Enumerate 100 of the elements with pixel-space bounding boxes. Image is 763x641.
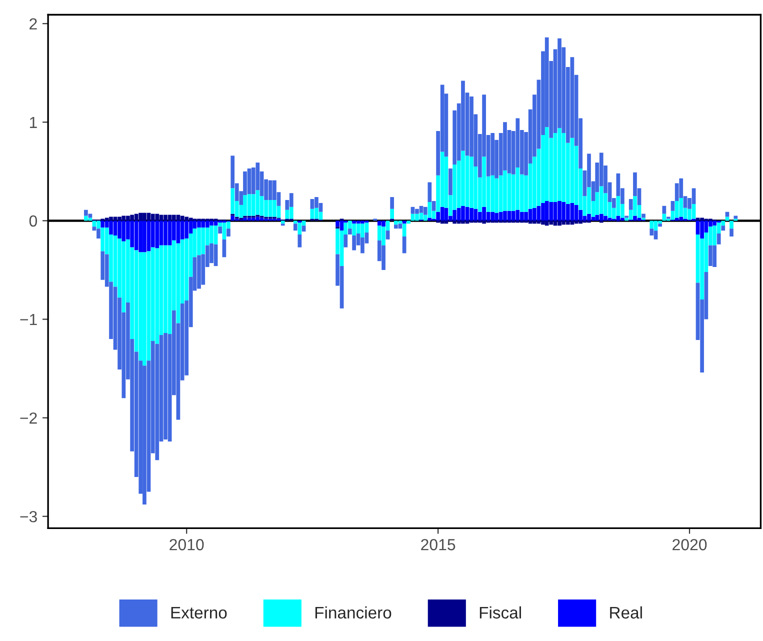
bar [650, 228, 654, 236]
legend-label: Financiero [315, 606, 392, 619]
bar [289, 206, 294, 219]
bar [272, 200, 276, 217]
bar [558, 201, 562, 221]
bar [498, 212, 503, 221]
bar [247, 194, 252, 216]
bar [109, 220, 113, 235]
bar [406, 220, 411, 224]
bar [218, 226, 222, 234]
bar [456, 208, 461, 221]
bar [511, 210, 516, 221]
bar [415, 214, 419, 221]
bar [298, 222, 302, 235]
bar [184, 216, 189, 221]
bar [268, 180, 272, 200]
bar [164, 220, 168, 246]
bar [503, 210, 507, 221]
bar [415, 208, 419, 214]
bar [109, 216, 113, 221]
bar [549, 202, 554, 221]
bar [340, 220, 344, 231]
bar [310, 199, 314, 209]
bar [122, 241, 126, 312]
bar [474, 208, 478, 221]
bar [587, 187, 591, 214]
bar [398, 224, 402, 229]
bar [633, 196, 637, 216]
bar [247, 168, 252, 194]
bar [134, 214, 138, 221]
bar [628, 199, 633, 210]
bar [134, 220, 138, 250]
bar [138, 212, 143, 221]
bar [452, 220, 457, 224]
bar [633, 216, 637, 221]
bar [662, 206, 666, 214]
bar [377, 220, 382, 226]
y-tick-label: −3 [20, 510, 37, 522]
bar [712, 226, 717, 246]
bar [289, 193, 294, 207]
bar [670, 201, 675, 211]
bar [490, 175, 495, 212]
bar [256, 216, 260, 221]
legend-label: Externo [171, 606, 227, 619]
bar [356, 220, 360, 224]
bar [142, 212, 146, 221]
bar [642, 214, 646, 218]
bar [356, 224, 360, 234]
bar [490, 133, 495, 176]
bar [268, 200, 272, 217]
bar [402, 224, 406, 236]
bar [394, 224, 398, 229]
x-tick-label: 2010 [170, 539, 204, 550]
bar [578, 220, 583, 224]
bar [230, 216, 235, 221]
y-tick-label: −1 [20, 314, 37, 326]
bar [88, 214, 92, 218]
bar [532, 208, 536, 221]
bar [708, 245, 712, 266]
bar [440, 206, 444, 221]
bar [444, 220, 448, 224]
bar [470, 156, 474, 208]
bar [461, 206, 465, 221]
legend-label: Fiscal [480, 606, 521, 619]
bar [122, 220, 126, 242]
bar [197, 228, 201, 256]
bar [423, 206, 428, 215]
bar [92, 220, 96, 227]
bar [541, 202, 545, 221]
bar [730, 220, 734, 229]
bar [210, 226, 214, 244]
bar [730, 228, 734, 236]
bar [700, 220, 704, 238]
bar [658, 224, 662, 227]
bar [176, 243, 180, 324]
bar [398, 220, 402, 224]
bar [544, 201, 549, 221]
bar [348, 228, 352, 235]
bar [164, 245, 168, 334]
bar [150, 220, 155, 248]
bar [716, 234, 721, 244]
bar [314, 197, 318, 208]
bar [214, 220, 218, 226]
bar [84, 210, 88, 216]
bar [490, 212, 495, 221]
bar [428, 202, 432, 218]
bar [465, 220, 470, 224]
y-tick-label: −2 [20, 412, 37, 424]
bar [528, 220, 532, 224]
bar [176, 220, 180, 244]
bar [494, 178, 499, 213]
bar [553, 202, 558, 221]
bar [214, 226, 218, 244]
bar [654, 230, 658, 240]
bar [201, 220, 206, 228]
bar [599, 186, 604, 214]
bar [302, 226, 306, 232]
bar [164, 214, 168, 221]
bar [452, 210, 457, 221]
x-tick-label: 2020 [672, 539, 707, 550]
